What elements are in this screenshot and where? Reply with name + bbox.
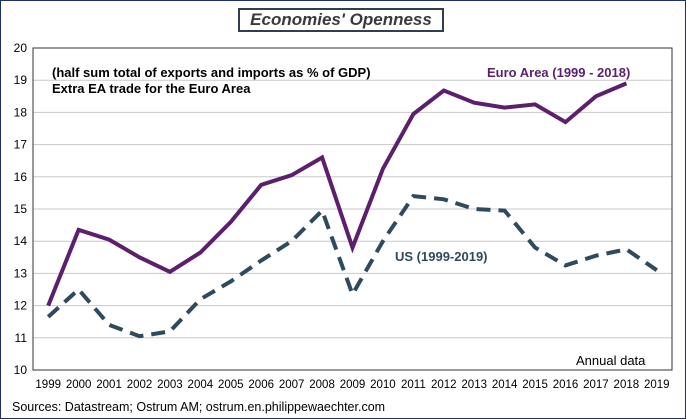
y-tick-label: 20 <box>14 41 28 55</box>
plot-area <box>32 47 673 371</box>
x-tick-label: 2019 <box>644 379 670 391</box>
subtitle-line-2: Extra EA trade for the Euro Area <box>52 81 251 96</box>
x-tick-label: 2014 <box>492 379 518 391</box>
y-tick-label: 19 <box>14 73 28 87</box>
y-tick-label: 17 <box>14 138 28 152</box>
annual-data-note: Annual data <box>576 353 646 368</box>
x-tick-label: 2000 <box>66 379 92 391</box>
x-tick-label: 2006 <box>248 379 274 391</box>
series-label-us: US (1999-2019) <box>395 249 488 264</box>
x-tick-label: 2017 <box>583 379 609 391</box>
y-tick-label: 10 <box>14 363 28 377</box>
series-label-euro-area: Euro Area (1999 - 2018) <box>487 65 630 80</box>
series-lines <box>46 81 658 339</box>
chart-title: Economies' Openness <box>238 8 444 32</box>
x-tick-label: 2002 <box>127 379 153 391</box>
y-tick-label: 15 <box>14 202 28 216</box>
series-line-euro-area <box>46 81 628 307</box>
x-tick-label: 2012 <box>431 379 457 391</box>
x-tick-label: 2009 <box>340 379 366 391</box>
x-tick-label: 2015 <box>522 379 548 391</box>
x-axis-ticks: 1999 2000 2001 2002 2003 2004 2005 2006 2007 2008… <box>35 379 669 391</box>
gridlines <box>33 47 672 371</box>
y-tick-label: 18 <box>14 105 28 119</box>
x-tick-label: 2013 <box>461 379 487 391</box>
y-tick-label: 14 <box>14 234 28 248</box>
subtitle-line-1: (half sum total of exports and imports a… <box>52 65 371 80</box>
x-tick-label: 2003 <box>157 379 183 391</box>
y-tick-label: 11 <box>15 331 28 345</box>
y-tick-label: 16 <box>14 170 28 184</box>
x-tick-label: 2010 <box>370 379 396 391</box>
x-tick-label: 2004 <box>188 379 214 391</box>
x-tick-label: 2016 <box>553 379 579 391</box>
series-line-us <box>46 193 658 339</box>
x-tick-label: 2011 <box>401 379 426 391</box>
x-tick-label: 2018 <box>614 379 640 391</box>
x-tick-label: 2005 <box>218 379 244 391</box>
y-axis-ticks: 10 11 12 13 14 15 16 17 18 19 20 <box>14 41 28 377</box>
source-note: Sources: Datastream; Ostrum AM; ostrum.e… <box>12 400 386 414</box>
x-tick-label: 2007 <box>279 379 305 391</box>
x-tick-label: 2008 <box>309 379 335 391</box>
y-tick-label: 13 <box>14 266 28 280</box>
x-tick-label: 2001 <box>96 379 122 391</box>
y-tick-label: 12 <box>14 299 28 313</box>
x-tick-label: 1999 <box>35 379 61 391</box>
